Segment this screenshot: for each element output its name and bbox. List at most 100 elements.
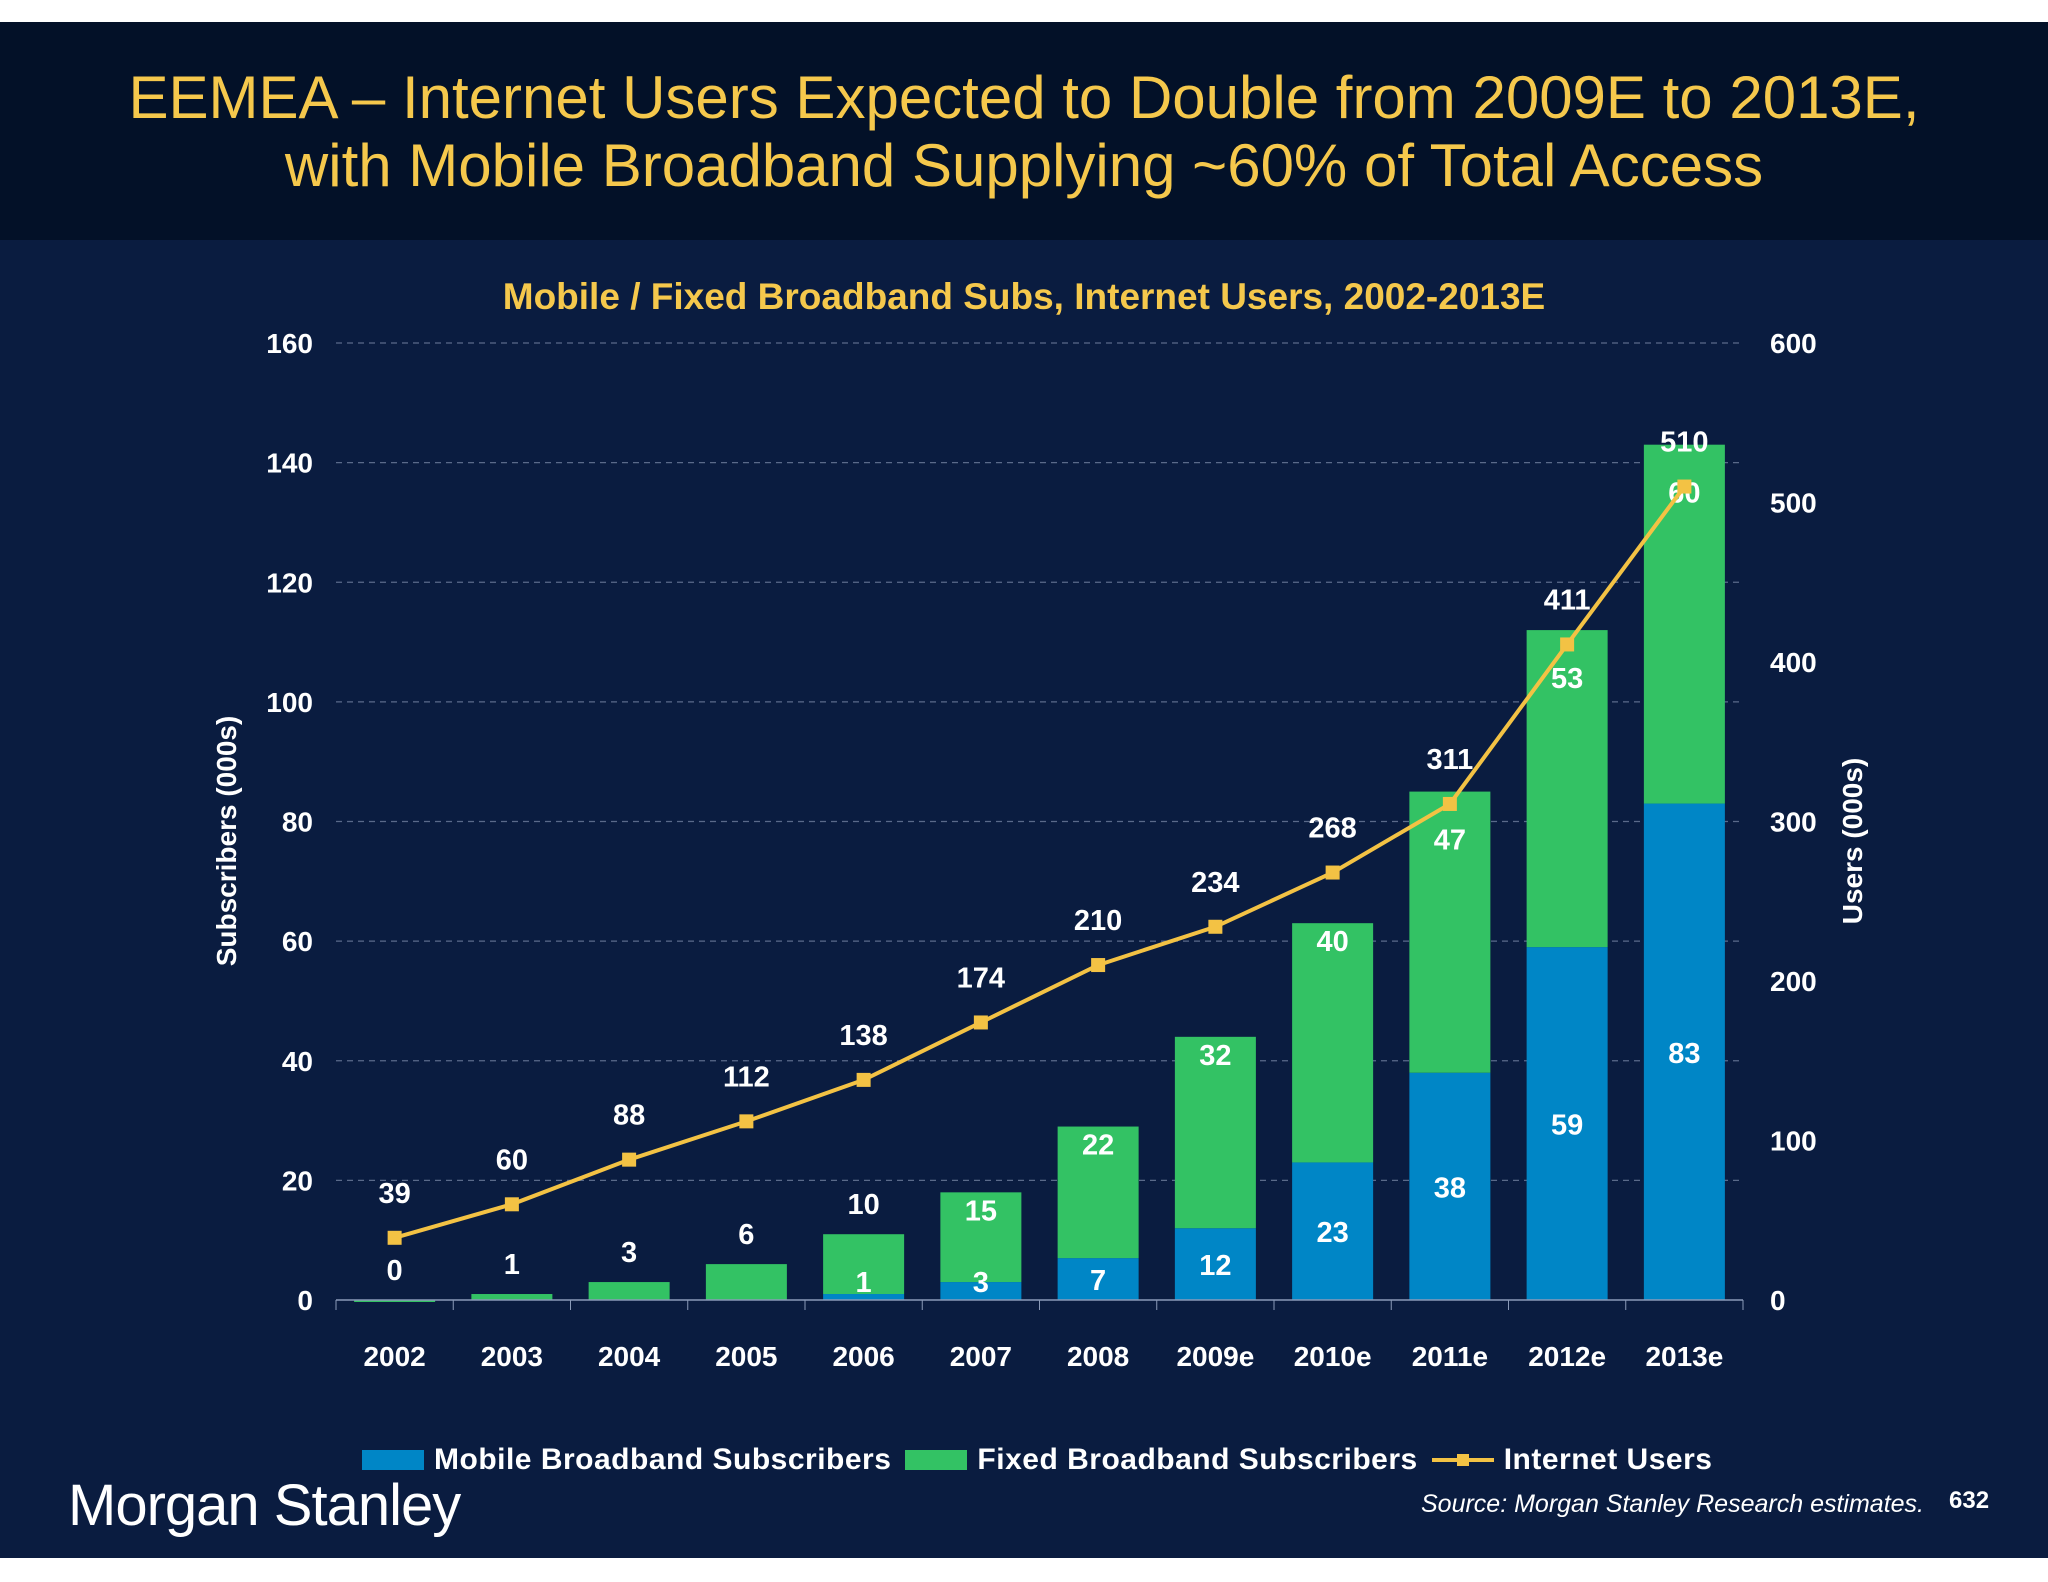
legend-swatch-fixed <box>905 1450 968 1470</box>
x-tick-label: 2010e <box>1294 1341 1372 1372</box>
data-label-fixed: 53 <box>1551 663 1583 695</box>
data-label-fixed: 6 <box>738 1219 754 1251</box>
y2-tick-label: 500 <box>1770 488 1817 519</box>
chart-title: Mobile / Fixed Broadband Subs, Internet … <box>502 276 1546 317</box>
x-tick-label: 2004 <box>598 1341 661 1372</box>
bar-fixed <box>1174 1036 1256 1229</box>
bar-fixed <box>1643 444 1725 804</box>
x-tick-label: 2007 <box>950 1341 1012 1372</box>
source-note: Source: Morgan Stanley Research estimate… <box>1420 1490 1924 1518</box>
internet-users-marker <box>1208 919 1223 934</box>
y2-tick-label: 200 <box>1770 966 1817 997</box>
internet-users-marker <box>973 1015 988 1030</box>
data-label-fixed: 1 <box>504 1249 520 1281</box>
bar-fixed <box>1292 923 1374 1163</box>
y-tick-label: 80 <box>282 807 313 838</box>
legend-label-internet: Internet Users <box>1503 1443 1713 1476</box>
data-label-mobile: 23 <box>1316 1217 1348 1249</box>
data-label-mobile: 83 <box>1668 1038 1700 1070</box>
x-tick-label: 2012e <box>1528 1341 1606 1372</box>
chart: 0204060801001201401600100200300400500600… <box>211 328 1868 1372</box>
y-tick-label: 0 <box>297 1285 313 1316</box>
data-label-internet-users: 112 <box>723 1061 770 1093</box>
internet-users-marker <box>622 1152 637 1167</box>
header-band: EEMEA – Internet Users Expected to Doubl… <box>0 22 2048 240</box>
y2-tick-label: 100 <box>1770 1126 1817 1157</box>
y-tick-label: 120 <box>266 567 313 598</box>
bar-mobile <box>940 1282 1022 1300</box>
data-label-internet-users: 234 <box>1191 867 1239 899</box>
x-tick-label: 2002 <box>363 1341 425 1372</box>
internet-users-marker <box>1091 958 1106 973</box>
y2-axis-title: Users (000s) <box>1837 758 1868 925</box>
bar-fixed <box>1409 791 1491 1073</box>
legend-item-fixed: Fixed Broadband Subscribers <box>905 1443 1417 1477</box>
internet-users-marker <box>387 1230 402 1245</box>
y2-tick-label: 300 <box>1770 807 1817 838</box>
slide-title: EEMEA – Internet Users Expected to Doubl… <box>0 64 2048 200</box>
data-label-mobile: 7 <box>1090 1265 1106 1297</box>
bar-fixed <box>471 1294 553 1300</box>
y-tick-label: 60 <box>282 926 313 957</box>
x-tick-label: 2005 <box>715 1341 777 1372</box>
data-label-mobile: 59 <box>1551 1110 1583 1142</box>
legend-label-fixed: Fixed Broadband Subscribers <box>977 1443 1418 1476</box>
bar-fixed <box>588 1282 670 1300</box>
legend-item-internet: Internet Users <box>1431 1443 1713 1477</box>
bar-mobile <box>823 1294 905 1300</box>
internet-users-marker <box>739 1114 754 1129</box>
legend-item-mobile: Mobile Broadband Subscribers <box>362 1443 891 1477</box>
data-label-mobile: 1 <box>856 1267 872 1299</box>
legend: Mobile Broadband Subscribers Fixed Broad… <box>362 1443 1726 1477</box>
data-label-mobile: 38 <box>1434 1172 1466 1204</box>
y-tick-label: 40 <box>282 1046 313 1077</box>
bar-mobile <box>1174 1228 1256 1300</box>
data-label-mobile: 3 <box>973 1267 989 1299</box>
bar-mobile <box>1057 1258 1139 1300</box>
data-label-internet-users: 510 <box>1660 427 1708 459</box>
bar-fixed <box>705 1264 787 1300</box>
bar-mobile <box>1409 1072 1491 1300</box>
x-tick-label: 2009e <box>1176 1341 1254 1372</box>
data-label-internet-users: 60 <box>496 1144 528 1176</box>
data-label-fixed: 10 <box>847 1189 879 1221</box>
data-label-fixed: 22 <box>1082 1130 1114 1162</box>
bar-fixed <box>354 1300 436 1302</box>
title-line-2: with Mobile Broadband Supplying ~60% of … <box>284 132 1764 199</box>
title-line-1: EEMEA – Internet Users Expected to Doubl… <box>128 64 1920 131</box>
data-label-mobile: 12 <box>1199 1250 1231 1282</box>
internet-users-line <box>394 485 1686 1240</box>
bar-mobile <box>1526 947 1608 1300</box>
internet-users-marker <box>1325 865 1340 880</box>
legend-swatch-mobile <box>362 1450 424 1470</box>
data-label-internet-users: 88 <box>613 1100 645 1132</box>
y2-tick-label: 0 <box>1770 1285 1786 1316</box>
data-label-fixed: 40 <box>1316 926 1348 958</box>
data-label-internet-users: 138 <box>839 1020 887 1052</box>
data-label-internet-users: 210 <box>1074 905 1122 937</box>
y2-tick-label: 400 <box>1770 647 1817 678</box>
x-tick-label: 2013e <box>1645 1341 1723 1372</box>
y-tick-label: 140 <box>266 448 313 479</box>
internet-users-marker <box>856 1072 871 1087</box>
data-label-fixed: 0 <box>387 1255 403 1287</box>
data-label-fixed: 15 <box>965 1195 997 1227</box>
y-tick-label: 100 <box>266 687 313 718</box>
internet-users-marker <box>504 1197 519 1212</box>
bar-fixed <box>1057 1126 1139 1259</box>
y-tick-label: 160 <box>266 328 313 359</box>
data-label-internet-users: 174 <box>957 962 1005 994</box>
x-tick-label: 2003 <box>481 1341 543 1372</box>
data-label-internet-users: 411 <box>1544 584 1591 616</box>
bar-fixed <box>823 1234 905 1295</box>
bar-mobile <box>1643 803 1725 1300</box>
x-tick-label: 2008 <box>1067 1341 1129 1372</box>
data-label-internet-users: 268 <box>1308 813 1356 845</box>
legend-label-mobile: Mobile Broadband Subscribers <box>434 1443 892 1476</box>
morgan-stanley-logo: Morgan Stanley <box>68 1473 461 1538</box>
slide: EEMEA – Internet Users Expected to Doubl… <box>0 22 2048 1558</box>
y-tick-label: 20 <box>282 1165 313 1196</box>
y-axis-title: Subscribers (000s) <box>211 716 242 967</box>
data-label-fixed: 3 <box>621 1237 637 1269</box>
bar-fixed <box>940 1192 1022 1283</box>
